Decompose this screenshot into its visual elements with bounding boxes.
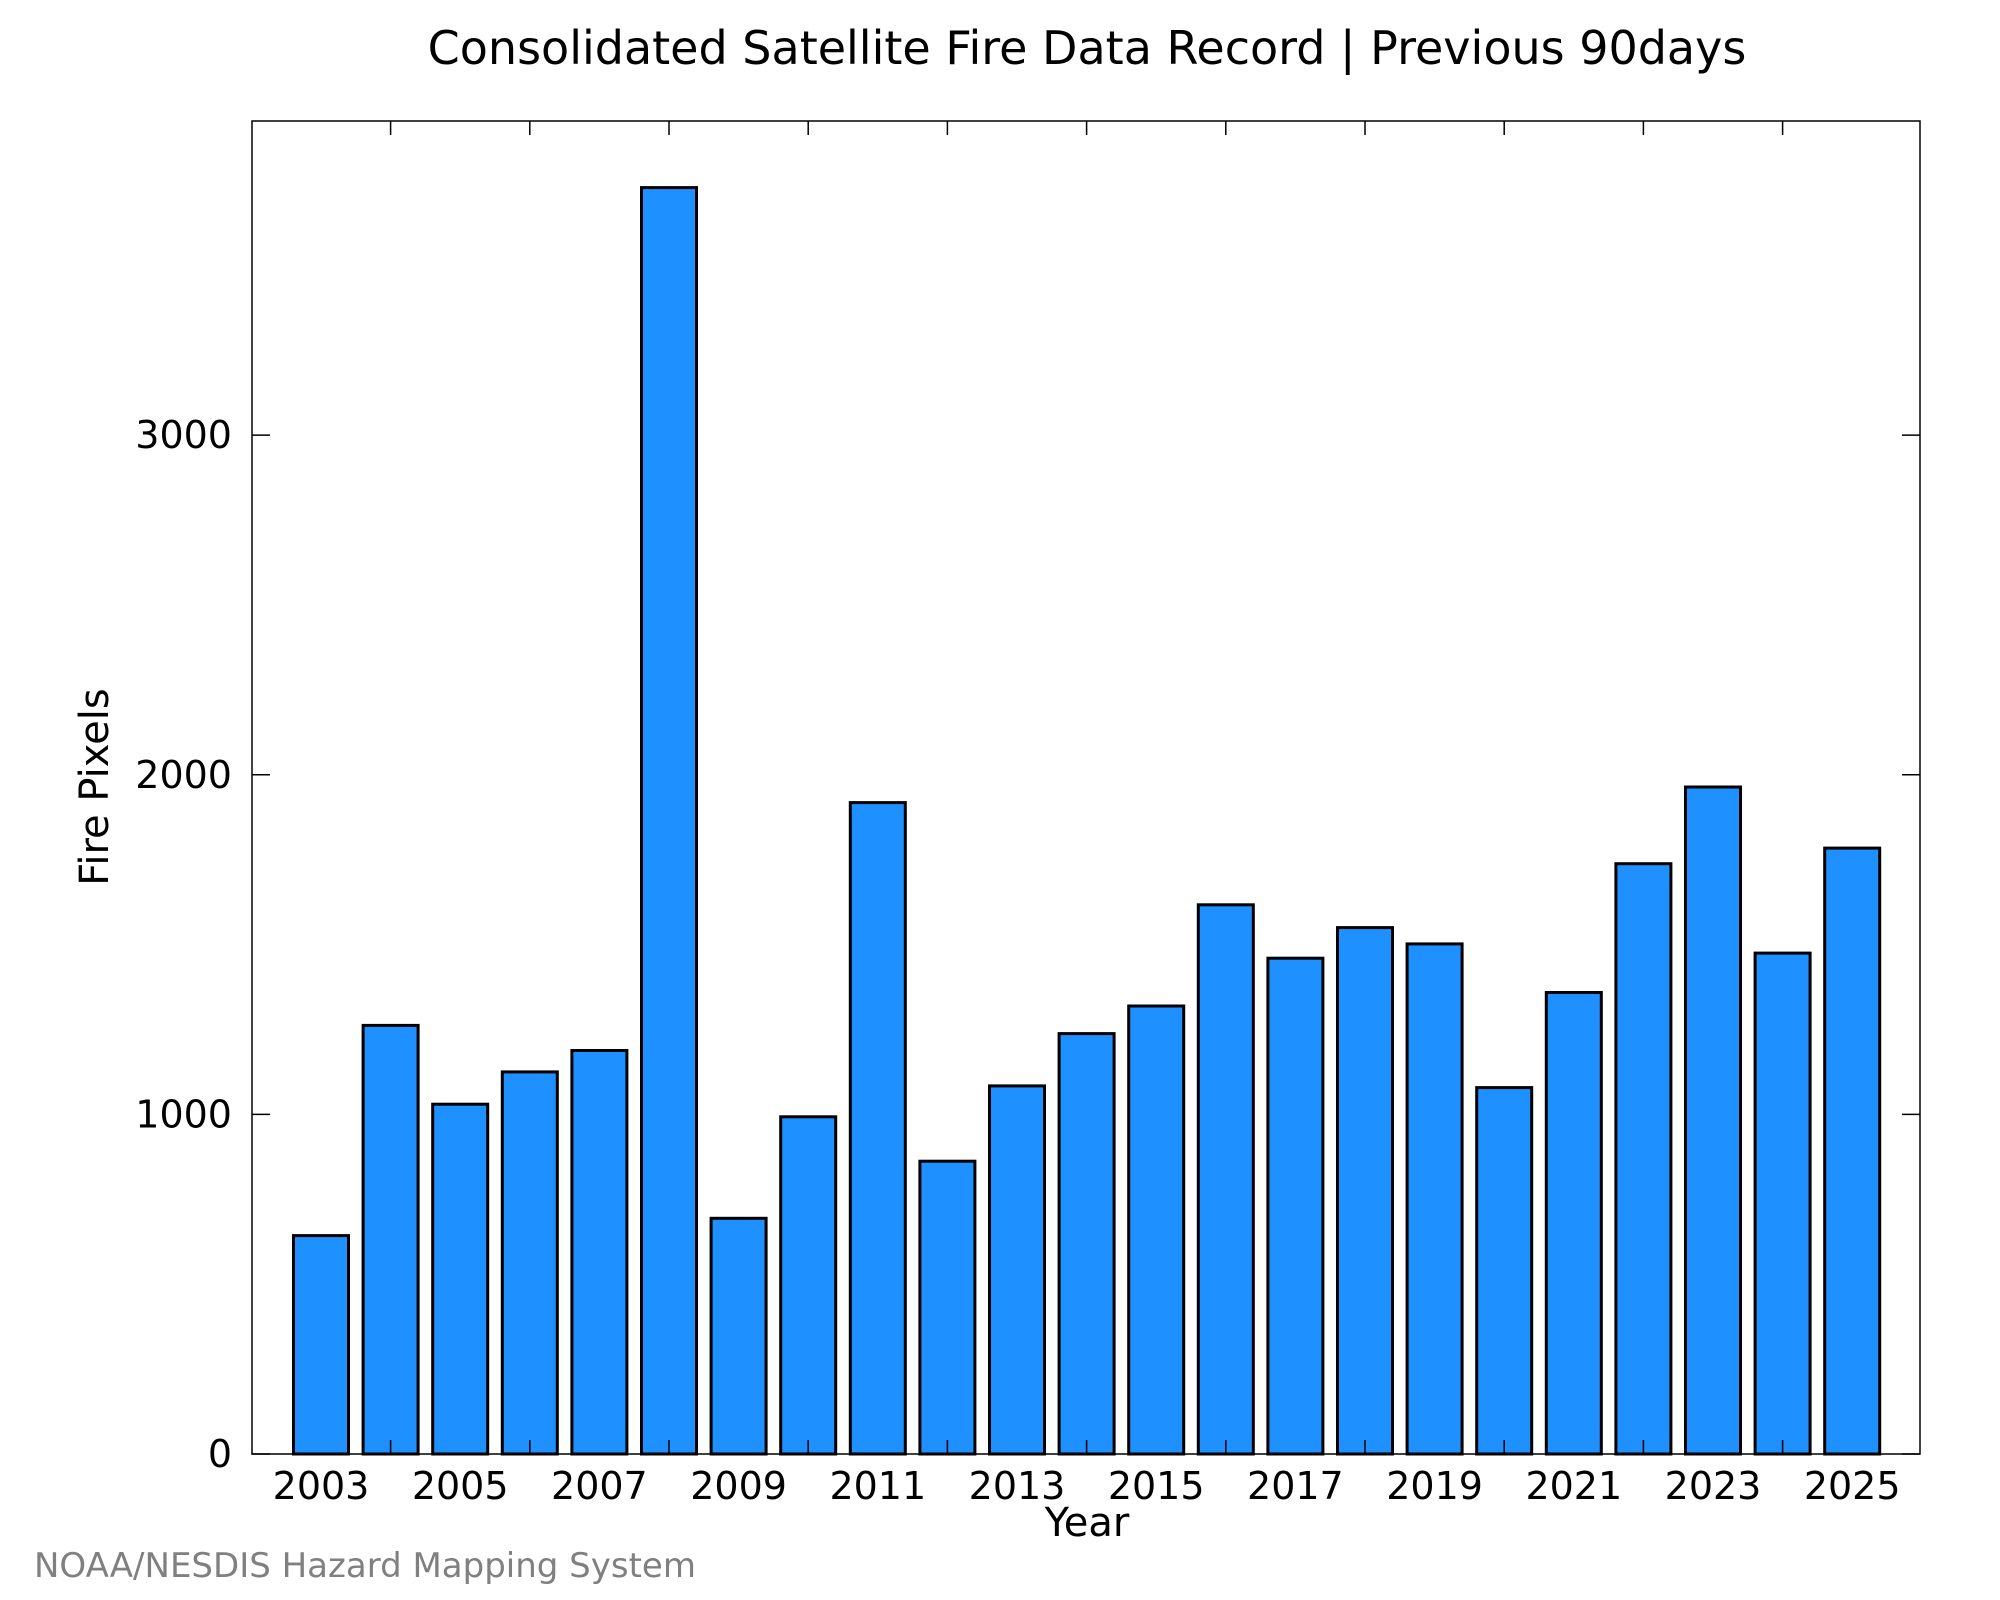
bar-2010 [779,1115,838,1456]
bar-2006 [500,1070,559,1456]
bar-2020 [1475,1086,1534,1456]
x-tick-label-2017: 2017 [1247,1464,1344,1508]
bar-2004 [361,1023,420,1456]
bar-2022 [1614,862,1673,1456]
y-axis-label: Fire Pixels [72,688,118,885]
bar-2013 [988,1084,1046,1456]
bar-2017 [1266,956,1325,1456]
bar-2005 [431,1102,490,1456]
y-tick-labels: 0 1000 2000 3000 [135,413,232,1476]
bar-2014 [1057,1032,1116,1456]
x-tick-label-2013: 2013 [969,1464,1066,1508]
y-tick-label-2000: 2000 [135,753,232,797]
bars-group [292,186,1882,1456]
x-tick-label-2011: 2011 [829,1464,926,1508]
x-tick-label-2009: 2009 [690,1464,787,1508]
x-tick-label-2005: 2005 [412,1464,509,1508]
bar-2016 [1196,903,1255,1456]
x-tick-labels: 2003 2005 2007 2009 2011 2013 2015 2017 2019 2021… [273,1464,1901,1508]
bar-2007 [570,1049,629,1456]
x-tick-label-2019: 2019 [1386,1464,1483,1508]
credit-text: NOAA/NESDIS Hazard Mapping System [34,1546,696,1586]
bar-2024 [1753,951,1812,1456]
bar-2003 [292,1234,350,1456]
x-tick-label-2007: 2007 [551,1464,648,1508]
bar-2025 [1823,846,1882,1456]
bar-2018 [1336,926,1394,1456]
bar-2023 [1684,785,1742,1456]
y-tick-label-1000: 1000 [135,1092,232,1136]
x-tick-label-2023: 2023 [1665,1464,1762,1508]
bar-2021 [1544,991,1603,1456]
bar-2012 [918,1159,977,1456]
ticks-group [252,121,1920,1455]
bar-2011 [848,801,907,1456]
chart-title: Consolidated Satellite Fire Data Record … [428,21,1747,76]
bar-2019 [1405,942,1464,1456]
y-tick-label-3000: 3000 [135,413,232,457]
x-axis-label: Year [1044,1500,1130,1546]
y-tick-label-0: 0 [208,1432,232,1476]
x-tick-label-2015: 2015 [1108,1464,1205,1508]
x-tick-label-2003: 2003 [273,1464,370,1508]
bar-2009 [709,1216,768,1456]
bar-2008 [640,186,698,1456]
bar-2015 [1127,1004,1186,1456]
x-tick-label-2025: 2025 [1804,1464,1901,1508]
x-tick-label-2021: 2021 [1525,1464,1622,1508]
